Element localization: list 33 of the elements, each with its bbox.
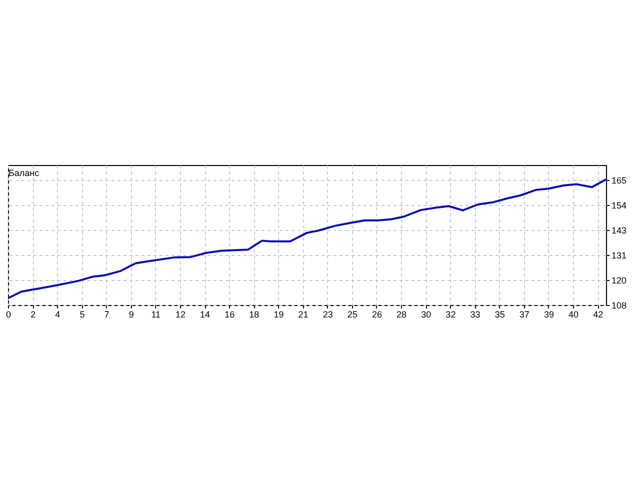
- x-tick-label: 39: [544, 310, 554, 320]
- x-tick-label: 5: [80, 310, 85, 320]
- x-tick-label: 11: [151, 310, 161, 320]
- x-tick-label: 2: [30, 310, 36, 320]
- y-tick-label: 108: [612, 300, 627, 310]
- x-tick-label: 9: [128, 310, 134, 320]
- x-tick-label: 7: [104, 310, 110, 320]
- x-tick-label: 12: [175, 310, 186, 320]
- line-series: [8, 178, 606, 300]
- x-tick-label: 18: [249, 310, 260, 320]
- x-tick-label: 30: [421, 310, 432, 320]
- x-tick-label: 37: [519, 310, 530, 320]
- x-tick-label: 32: [446, 310, 456, 320]
- y-tick-label: 131: [612, 250, 627, 261]
- x-tick-label: 28: [396, 310, 407, 320]
- x-tick-label: 21: [298, 310, 308, 320]
- x-tick-label: 16: [224, 310, 235, 320]
- y-tick-label: 143: [612, 226, 627, 236]
- x-tick-label: 0: [6, 310, 12, 320]
- x-tick-label: 4: [55, 310, 60, 320]
- x-tick-label: 40: [568, 310, 579, 320]
- y-tick-label: 120: [612, 276, 627, 286]
- x-tick-label: 35: [494, 310, 505, 320]
- x-tick-label: 14: [200, 310, 210, 320]
- chart-title: Баланс: [8, 168, 40, 178]
- x-tick-label: 23: [322, 310, 333, 320]
- x-tick-label: 42: [593, 310, 604, 320]
- x-tick-label: 25: [347, 310, 358, 320]
- y-tick-label: 154: [612, 200, 627, 211]
- y-tick-label: 165: [612, 176, 627, 186]
- x-tick-label: 19: [274, 310, 284, 320]
- x-tick-label: 33: [470, 310, 480, 320]
- x-tick-label: 26: [372, 310, 382, 320]
